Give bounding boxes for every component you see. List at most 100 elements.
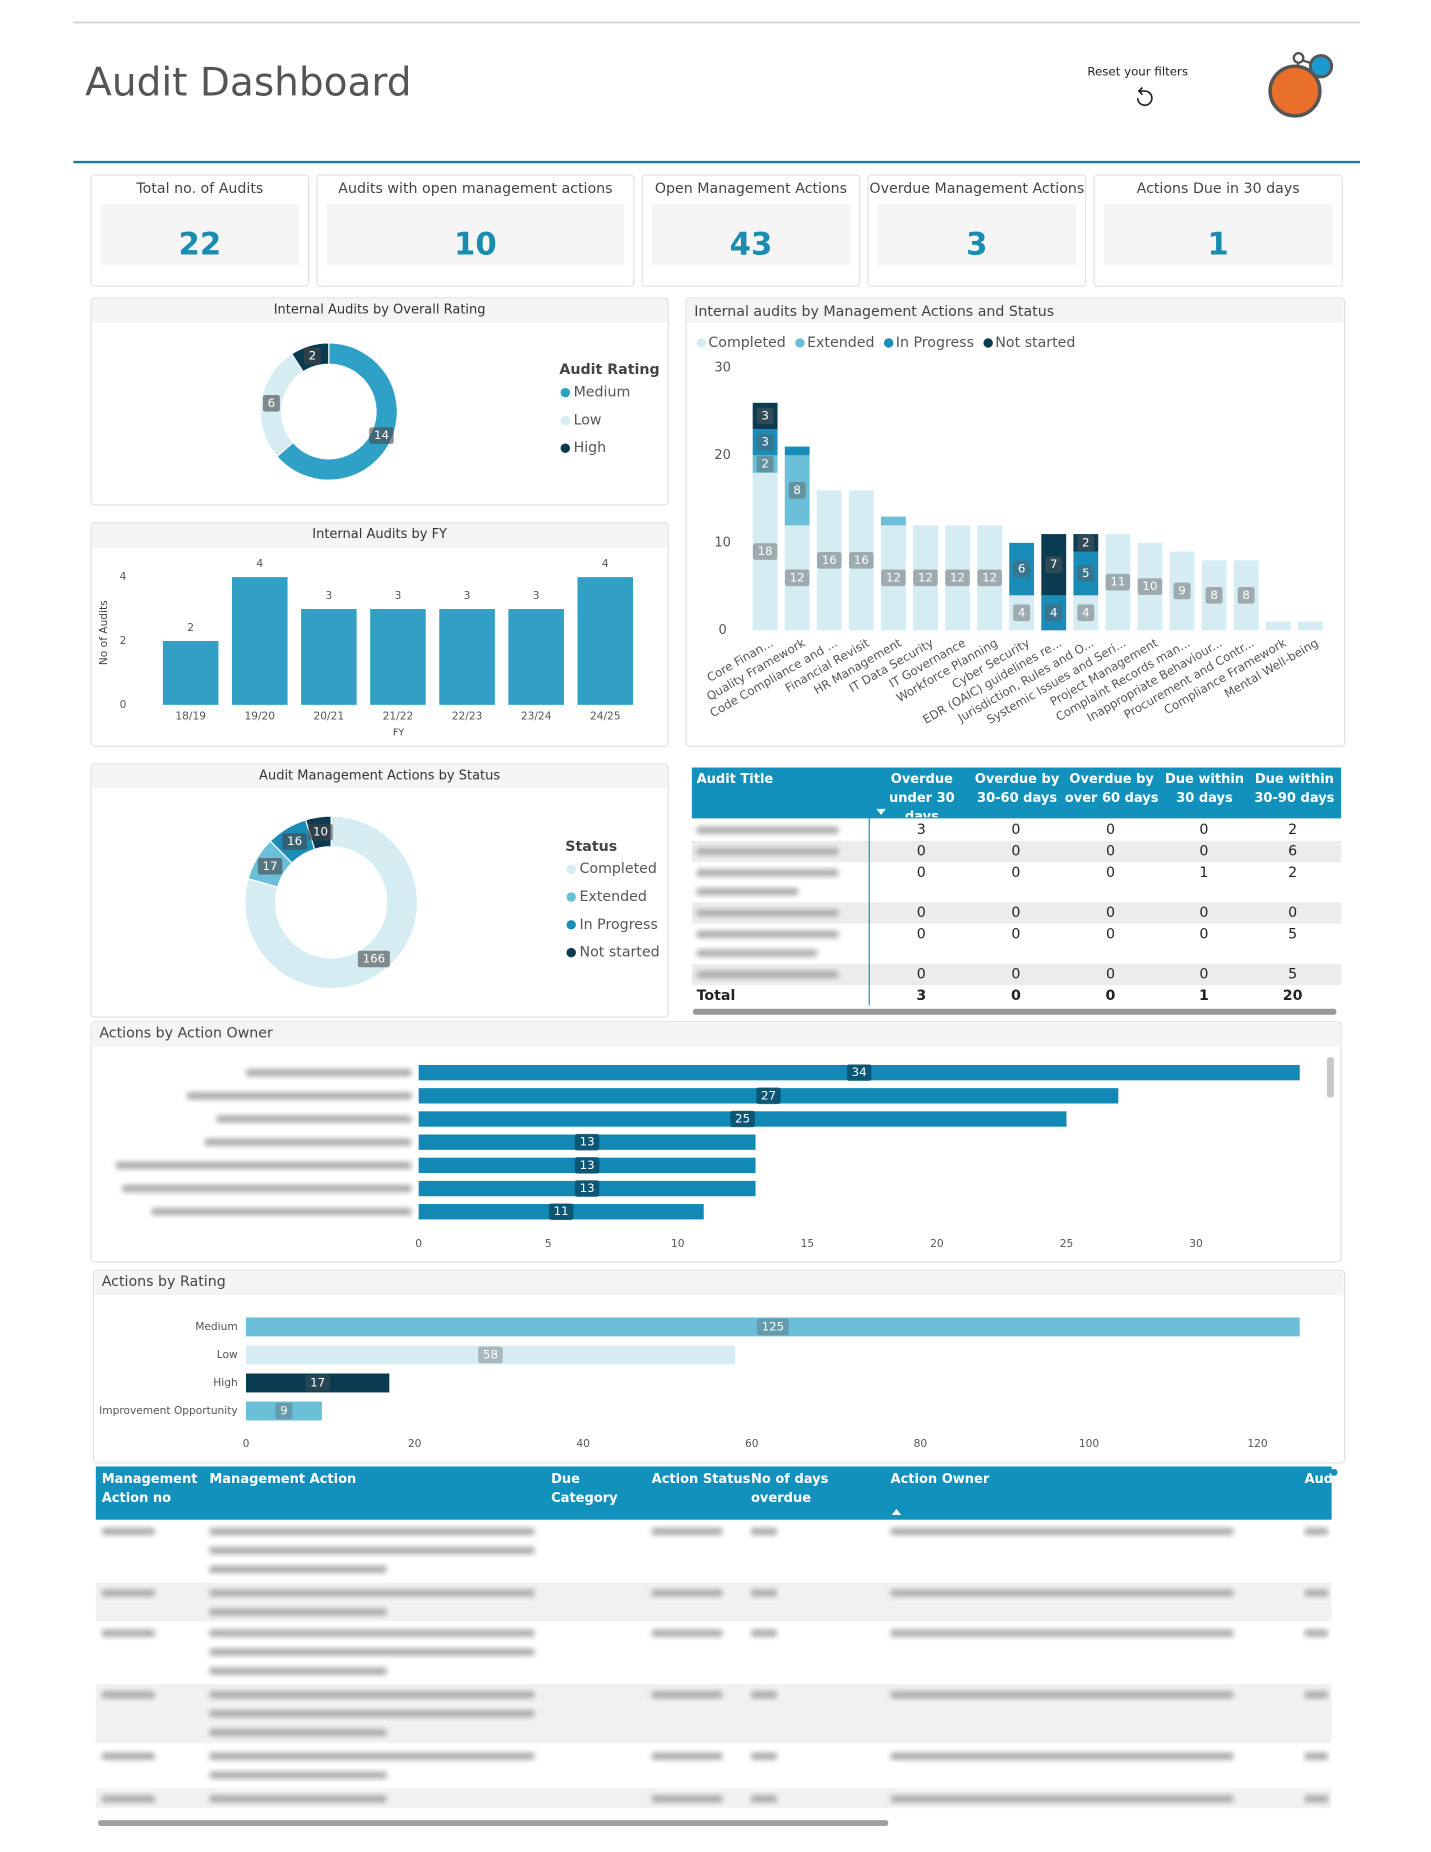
blurred-text (1304, 1752, 1329, 1760)
data-label-bg (977, 569, 1002, 587)
bar (301, 609, 357, 705)
data-label-bg (1077, 565, 1095, 582)
table-cell: 2 (1288, 865, 1297, 881)
data-label: 11 (554, 1204, 569, 1218)
x-tick-label: 19/20 (244, 710, 275, 723)
table-cell: 0 (917, 905, 926, 921)
legend-swatch (566, 947, 576, 958)
bar-segment (1009, 542, 1035, 596)
legend-label: Medium (574, 385, 631, 401)
bar-segment (1169, 551, 1195, 631)
data-label-bg (574, 1157, 600, 1174)
table-column-header: Management Action no (101, 1471, 198, 1506)
data-label-bg (1077, 534, 1095, 552)
blurred-text (651, 1795, 723, 1803)
data-label: 3 (533, 589, 540, 602)
data-label-bg (817, 552, 842, 569)
data-label: 12 (950, 570, 965, 584)
blurred-text (750, 1752, 777, 1760)
blurred-text (209, 1608, 387, 1616)
x-tick-label: 5 (545, 1237, 552, 1250)
data-label: 4 (602, 557, 609, 570)
x-tick-label: 23/24 (521, 710, 552, 723)
panel-header (92, 1022, 1340, 1047)
bar (577, 577, 634, 705)
table-cell: 0 (917, 843, 926, 859)
reset-icon[interactable] (1136, 86, 1153, 107)
bar-segment (784, 446, 810, 456)
kpi-label: Overdue Management Actions (869, 181, 1084, 197)
data-label: 3 (761, 408, 769, 422)
blurred-text (890, 1589, 1234, 1597)
data-label-bg (788, 482, 806, 499)
table-cell: 3 (917, 822, 926, 838)
logo (1268, 52, 1334, 118)
blurred-text (750, 1527, 777, 1536)
table-cell: 0 (1199, 843, 1208, 859)
blurred-text (245, 1069, 412, 1077)
table-cell: 0 (1106, 843, 1115, 859)
legend-label: In Progress (896, 335, 974, 351)
page-title: Audit Dashboard (85, 61, 411, 106)
x-tick-label: 20 (930, 1237, 944, 1250)
blurred-text (101, 1629, 155, 1637)
blurred-text (115, 1161, 412, 1169)
data-label: 2 (187, 621, 194, 634)
table-column-header: Overdue under 30 days (889, 771, 955, 817)
x-tick-label: 15 (801, 1237, 815, 1250)
x-tick-label: 18/19 (175, 710, 206, 723)
data-label-bg (275, 1402, 293, 1420)
data-label-bg (257, 857, 283, 875)
x-tick-label: 120 (1247, 1437, 1268, 1450)
data-label: 3 (395, 589, 402, 602)
legend-swatch (795, 338, 805, 348)
x-tick-label: 21/22 (383, 710, 414, 723)
kpi-inner (877, 203, 1077, 265)
table-column-header: Due within 30-90 days (1254, 771, 1335, 806)
blurred-text (750, 1589, 777, 1597)
data-label: 13 (580, 1158, 595, 1172)
data-label-bg (913, 569, 938, 587)
data-label-bg (357, 950, 390, 968)
bar-segment (913, 525, 938, 631)
table-column-header: Aud (1304, 1471, 1331, 1486)
x-tick-label: 24/25 (590, 710, 621, 723)
blurred-text (696, 949, 818, 957)
table-cell: 0 (1199, 905, 1208, 921)
bar-segment (1009, 595, 1035, 631)
data-label-bg (548, 1203, 574, 1221)
table-column-header: Due within 30 days (1165, 771, 1244, 805)
x-tick-label: 0 (243, 1437, 250, 1450)
data-label-bg (282, 833, 307, 850)
chart-title: Internal audits by Management Actions an… (694, 304, 1054, 320)
blurred-text (696, 909, 839, 917)
data-label: 13 (580, 1135, 595, 1149)
y-tick-label: 0 (718, 623, 726, 638)
panel (92, 1269, 1346, 1464)
kpi-value: 3 (966, 226, 987, 262)
data-label: 27 (761, 1088, 776, 1102)
blurred-text (651, 1527, 723, 1536)
scrollbar (1326, 1057, 1335, 1098)
y-axis-label: No of Audits (97, 600, 110, 665)
data-label-bg (1173, 582, 1191, 600)
table-column-header: Management Action (209, 1471, 356, 1486)
panel (90, 763, 669, 1018)
table-total-cell: 1 (1199, 988, 1209, 1004)
table-cell: 0 (1288, 905, 1297, 921)
bar-segment (848, 490, 874, 631)
y-tick-label: Medium (195, 1320, 238, 1333)
legend-swatch (983, 338, 993, 348)
data-label: 4 (1018, 605, 1026, 619)
data-label-bg (262, 395, 280, 412)
scrollbar (98, 1820, 889, 1826)
bar-segment (1041, 595, 1067, 631)
legend-label: Not started (995, 335, 1075, 351)
data-label-bg (1077, 604, 1095, 622)
data-label: 8 (793, 483, 801, 497)
blurred-text (696, 970, 839, 979)
x-tick-label: 30 (1189, 1237, 1203, 1250)
reset-filters[interactable]: Reset your filters (1087, 65, 1188, 79)
bar-segment (1137, 542, 1163, 631)
table-total-cell: 0 (1106, 988, 1116, 1004)
